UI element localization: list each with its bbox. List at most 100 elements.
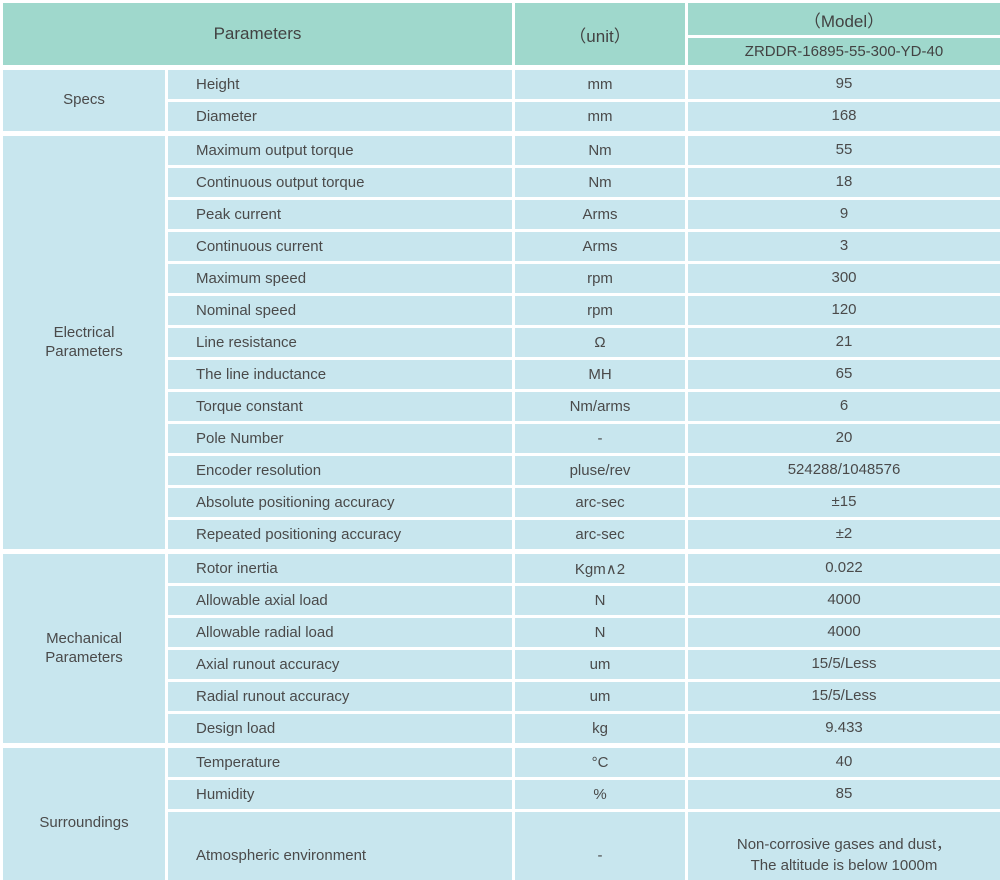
unit-cell: N (512, 615, 688, 650)
param-name-cell: Absolute positioning accuracy (165, 485, 515, 520)
table-row: Specs Height mm 95 (0, 65, 1000, 135)
value-cell: 85 (685, 777, 1000, 812)
value-cell: 15/5/Less (685, 679, 1000, 714)
table-row: Peak current Arms 9 (2, 197, 1000, 232)
param-name-cell: Rotor inertia (165, 549, 515, 586)
param-name-cell: Repeated positioning accuracy (165, 517, 515, 553)
param-name-cell: Allowable radial load (165, 615, 515, 650)
table-row: Encoder resolution pluse/rev 524288/1048… (2, 453, 1000, 488)
unit-cell: mm (512, 65, 688, 102)
param-name-cell: Height (165, 65, 515, 102)
table-row: Electrical Parameters Maximum output tor… (0, 131, 1000, 553)
header-row-1: Parameters （unit） （Model） (0, 0, 1000, 70)
value-cell: 9.433 (685, 711, 1000, 747)
value-cell: 300 (685, 261, 1000, 296)
section-label-surroundings: Surroundings (0, 743, 168, 880)
table-row: Radial runout accuracy um 15/5/Less (2, 679, 1000, 714)
table-row: Allowable radial load N 4000 (2, 615, 1000, 650)
table-row: Torque constant Nm/arms 6 (2, 389, 1000, 424)
value-cell: 4000 (685, 583, 1000, 618)
unit-cell: % (512, 777, 688, 812)
value-cell: 15/5/Less (685, 647, 1000, 682)
table-row: Repeated positioning accuracy arc-sec ±2 (2, 517, 1000, 553)
value-cell: 9 (685, 197, 1000, 232)
table-row: Design load kg 9.433 (2, 711, 1000, 747)
table-row: Surroundings Temperature °C 40 (0, 743, 1000, 880)
unit-cell: mm (512, 99, 688, 135)
unit-cell: um (512, 647, 688, 682)
param-name-cell: Diameter (165, 99, 515, 135)
table-row: Diameter mm 168 (2, 99, 1000, 135)
table-header: Parameters （unit） （Model） ZRDDR-16895-55… (0, 0, 1000, 70)
unit-cell: N (512, 583, 688, 618)
table-row: Atmospheric environment - Non-corrosive … (2, 809, 1000, 880)
value-cell: 40 (685, 743, 1000, 780)
param-name-cell: Atmospheric environment (165, 809, 515, 880)
value-cell: Non-corrosive gases and dust， The altitu… (685, 809, 1000, 880)
unit-cell: um (512, 679, 688, 714)
unit-cell: kg (512, 711, 688, 747)
param-name-cell: Axial runout accuracy (165, 647, 515, 682)
value-cell: ±15 (685, 485, 1000, 520)
table-row: Absolute positioning accuracy arc-sec ±1… (2, 485, 1000, 520)
unit-cell: pluse/rev (512, 453, 688, 488)
table-row: The line inductance MH 65 (2, 357, 1000, 392)
unit-cell: - (512, 809, 688, 880)
table-row: Allowable axial load N 4000 (2, 583, 1000, 618)
unit-cell: Ω (512, 325, 688, 360)
param-name-cell: Pole Number (165, 421, 515, 456)
value-cell: 6 (685, 389, 1000, 424)
param-name-cell: Design load (165, 711, 515, 747)
table-row: Axial runout accuracy um 15/5/Less (2, 647, 1000, 682)
unit-cell: Nm/arms (512, 389, 688, 424)
param-name-cell: The line inductance (165, 357, 515, 392)
value-cell: 65 (685, 357, 1000, 392)
unit-cell: Nm (512, 131, 688, 168)
table-row: Nominal speed rpm 120 (2, 293, 1000, 328)
unit-cell: arc-sec (512, 517, 688, 553)
section-label-mechanical: Mechanical Parameters (0, 549, 168, 747)
header-row-2: ZRDDR-16895-55-300-YD-40 (2, 35, 1000, 70)
model-header: （Model） (685, 0, 1000, 38)
unit-cell: arc-sec (512, 485, 688, 520)
unit-cell: MH (512, 357, 688, 392)
model-number: ZRDDR-16895-55-300-YD-40 (685, 35, 1000, 70)
unit-cell: Kgm∧2 (512, 549, 688, 586)
value-cell: 21 (685, 325, 1000, 360)
param-name-cell: Maximum output torque (165, 131, 515, 168)
table-row: Continuous current Arms 3 (2, 229, 1000, 264)
unit-cell: rpm (512, 293, 688, 328)
unit-cell: Arms (512, 229, 688, 264)
value-cell: 4000 (685, 615, 1000, 650)
unit-cell: °C (512, 743, 688, 780)
unit-cell: Nm (512, 165, 688, 200)
param-name-cell: Torque constant (165, 389, 515, 424)
value-cell: 0.022 (685, 549, 1000, 586)
param-name-cell: Encoder resolution (165, 453, 515, 488)
param-name-cell: Line resistance (165, 325, 515, 360)
param-name-cell: Continuous current (165, 229, 515, 264)
unit-cell: - (512, 421, 688, 456)
unit-header: （unit） (512, 0, 688, 70)
table-row: Mechanical Parameters Rotor inertia Kgm∧… (0, 549, 1000, 747)
param-name-cell: Temperature (165, 743, 515, 780)
value-cell: 18 (685, 165, 1000, 200)
param-name-cell: Humidity (165, 777, 515, 812)
value-cell: 3 (685, 229, 1000, 264)
value-cell: 524288/1048576 (685, 453, 1000, 488)
param-name-cell: Allowable axial load (165, 583, 515, 618)
param-name-cell: Maximum speed (165, 261, 515, 296)
unit-cell: rpm (512, 261, 688, 296)
table-row: Line resistance Ω 21 (2, 325, 1000, 360)
table-row: Maximum speed rpm 300 (2, 261, 1000, 296)
param-name-cell: Peak current (165, 197, 515, 232)
value-cell: 120 (685, 293, 1000, 328)
unit-cell: Arms (512, 197, 688, 232)
param-name-cell: Continuous output torque (165, 165, 515, 200)
table-row: Continuous output torque Nm 18 (2, 165, 1000, 200)
param-name-cell: Radial runout accuracy (165, 679, 515, 714)
param-name-cell: Nominal speed (165, 293, 515, 328)
value-cell: 20 (685, 421, 1000, 456)
